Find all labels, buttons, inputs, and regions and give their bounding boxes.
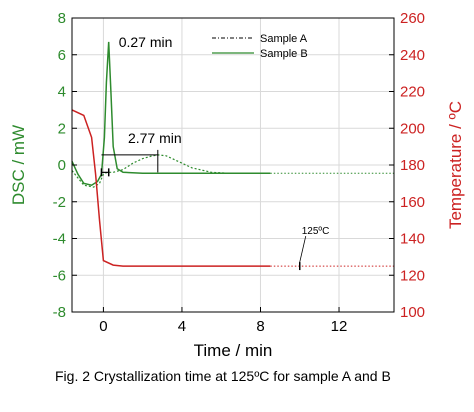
y-right-tick-label: 160 <box>400 194 425 211</box>
y-left-tick-label: -8 <box>53 304 66 321</box>
y-axis-right-label: Temperature / ºC <box>446 101 465 229</box>
x-tick-label: 8 <box>256 318 264 335</box>
y-axis-left-label: DSC / mW <box>9 125 28 205</box>
x-axis-label: Time / min <box>194 341 273 360</box>
y-right-tick-label: 140 <box>400 231 425 248</box>
annotation-temperature-leader <box>299 235 307 263</box>
y-left-tick-label: -6 <box>53 267 66 284</box>
y-right-tick-label: 220 <box>400 84 425 101</box>
y-right-tick-label: 200 <box>400 120 425 137</box>
x-tick-label: 12 <box>331 318 348 335</box>
y-left-tick-label: -2 <box>53 194 66 211</box>
series-sample-a-line <box>71 154 271 188</box>
y-left-tick-label: 6 <box>58 47 66 64</box>
annotation-peak-b: 0.27 min <box>119 34 173 50</box>
x-tick-label: 0 <box>99 318 107 335</box>
ticks-layer: -8-6-4-202468100120140160180200220240260… <box>53 10 425 335</box>
y-left-tick-label: 4 <box>58 84 66 101</box>
legend-label-sample-b: Sample B <box>260 48 308 60</box>
y-right-tick-label: 240 <box>400 47 425 64</box>
y-right-tick-label: 180 <box>400 157 425 174</box>
y-right-tick-label: 100 <box>400 304 425 321</box>
series-temperature-line <box>71 109 271 267</box>
x-tick-label: 4 <box>178 318 186 335</box>
y-right-tick-label: 120 <box>400 267 425 284</box>
y-left-tick-label: -4 <box>53 231 66 248</box>
gridlines <box>72 18 394 312</box>
y-left-tick-label: 2 <box>58 120 66 137</box>
legend-label-sample-a: Sample A <box>260 33 308 45</box>
series-sample-b-line <box>71 41 271 187</box>
y-left-tick-label: 0 <box>58 157 66 174</box>
y-right-tick-label: 260 <box>400 10 425 27</box>
data-layer <box>71 41 394 271</box>
annotation-peak-a: 2.77 min <box>128 130 182 146</box>
figure-caption: Fig. 2 Crystallization time at 125ºC for… <box>55 368 391 384</box>
annotation-temperature: 125ºC <box>302 226 330 237</box>
legend: Sample A Sample B <box>212 33 308 60</box>
y-left-tick-label: 8 <box>58 10 66 27</box>
annotations: 0.27 min 2.77 min 125ºC <box>119 34 330 263</box>
